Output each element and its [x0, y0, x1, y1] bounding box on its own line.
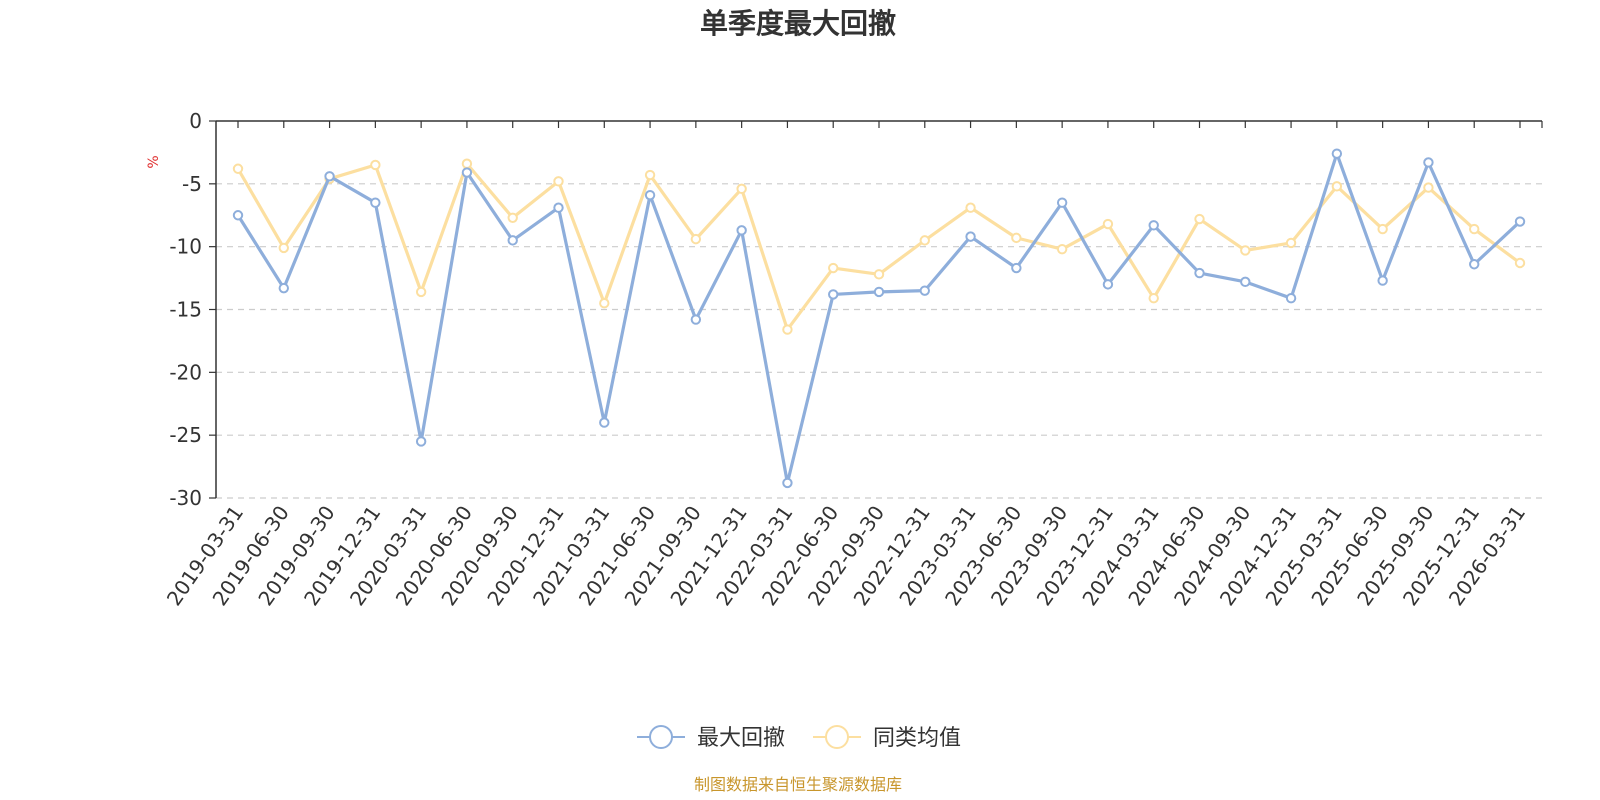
- data-point: [919, 285, 930, 296]
- data-point: [1240, 276, 1251, 288]
- legend-marker: [825, 725, 849, 749]
- data-point: [782, 324, 793, 335]
- data-point: [1377, 275, 1388, 286]
- data-point: [1102, 218, 1114, 230]
- data-point: [1423, 182, 1434, 193]
- y-tick-label: -5: [182, 172, 202, 196]
- data-point: [644, 169, 656, 181]
- data-point: [370, 197, 381, 208]
- data-point: [1194, 267, 1205, 279]
- data-point: [278, 242, 289, 254]
- data-point: [1148, 292, 1159, 304]
- data-point: [324, 171, 335, 182]
- data-point: [828, 262, 839, 274]
- data-point: [828, 289, 839, 300]
- data-point: [553, 202, 564, 213]
- grid-lines: [216, 183, 1542, 499]
- data-point: [1514, 216, 1526, 227]
- y-tick-label: -20: [169, 360, 202, 384]
- data-point: [644, 189, 656, 201]
- legend-marker: [649, 725, 673, 749]
- data-point: [1469, 223, 1480, 235]
- data-point: [507, 235, 518, 246]
- data-point: [965, 202, 976, 213]
- legend: 最大回撤 同类均值: [637, 725, 961, 751]
- data-point: [782, 477, 793, 489]
- data-point: [415, 436, 427, 447]
- data-point: [690, 233, 702, 245]
- data-point: [1102, 279, 1114, 290]
- data-point: [965, 231, 976, 242]
- data-point: [1377, 223, 1388, 235]
- data-point: [1148, 220, 1159, 231]
- data-point: [232, 163, 244, 174]
- data-point: [507, 212, 518, 223]
- y-tick-label: -25: [169, 423, 202, 447]
- data-point: [1194, 213, 1205, 225]
- data-point: [1285, 237, 1297, 249]
- data-point: [599, 417, 610, 428]
- data-point: [1514, 257, 1526, 269]
- data-point: [599, 298, 610, 309]
- y-tick-label: 0: [189, 109, 202, 133]
- data-point: [1011, 262, 1022, 274]
- series-line: [236, 152, 1522, 485]
- y-tick-label: -30: [169, 486, 202, 510]
- data-point: [370, 159, 381, 171]
- data-point: [1285, 292, 1297, 304]
- data-point: [461, 167, 473, 178]
- data-point: [1331, 148, 1343, 159]
- data-point: [415, 286, 427, 298]
- data-point: [736, 183, 747, 195]
- data-point: [1240, 245, 1251, 256]
- data-point: [873, 269, 885, 280]
- data-point: [1011, 232, 1022, 244]
- chart-title: 单季度最大回撤: [700, 7, 896, 40]
- data-point: [1469, 259, 1480, 270]
- data-point: [1056, 243, 1068, 255]
- legend-label: 同类均值: [873, 726, 961, 751]
- y-axis-unit: %: [146, 155, 162, 168]
- data-point: [690, 314, 702, 325]
- data-point: [736, 225, 747, 236]
- data-point: [1423, 157, 1434, 168]
- data-point: [919, 235, 930, 246]
- data-point: [278, 282, 289, 294]
- y-tick-label: -15: [169, 298, 202, 322]
- legend-label: 最大回撤: [697, 726, 785, 751]
- data-point: [232, 210, 244, 221]
- data-point: [1331, 181, 1343, 192]
- data-point: [461, 158, 473, 169]
- data-point: [873, 286, 885, 298]
- data-point: [1056, 197, 1068, 208]
- y-tick-label: -10: [169, 235, 202, 259]
- data-point: [553, 176, 564, 187]
- data-source-note: 制图数据来自恒生聚源数据库: [694, 775, 902, 794]
- series-lines: [232, 148, 1526, 489]
